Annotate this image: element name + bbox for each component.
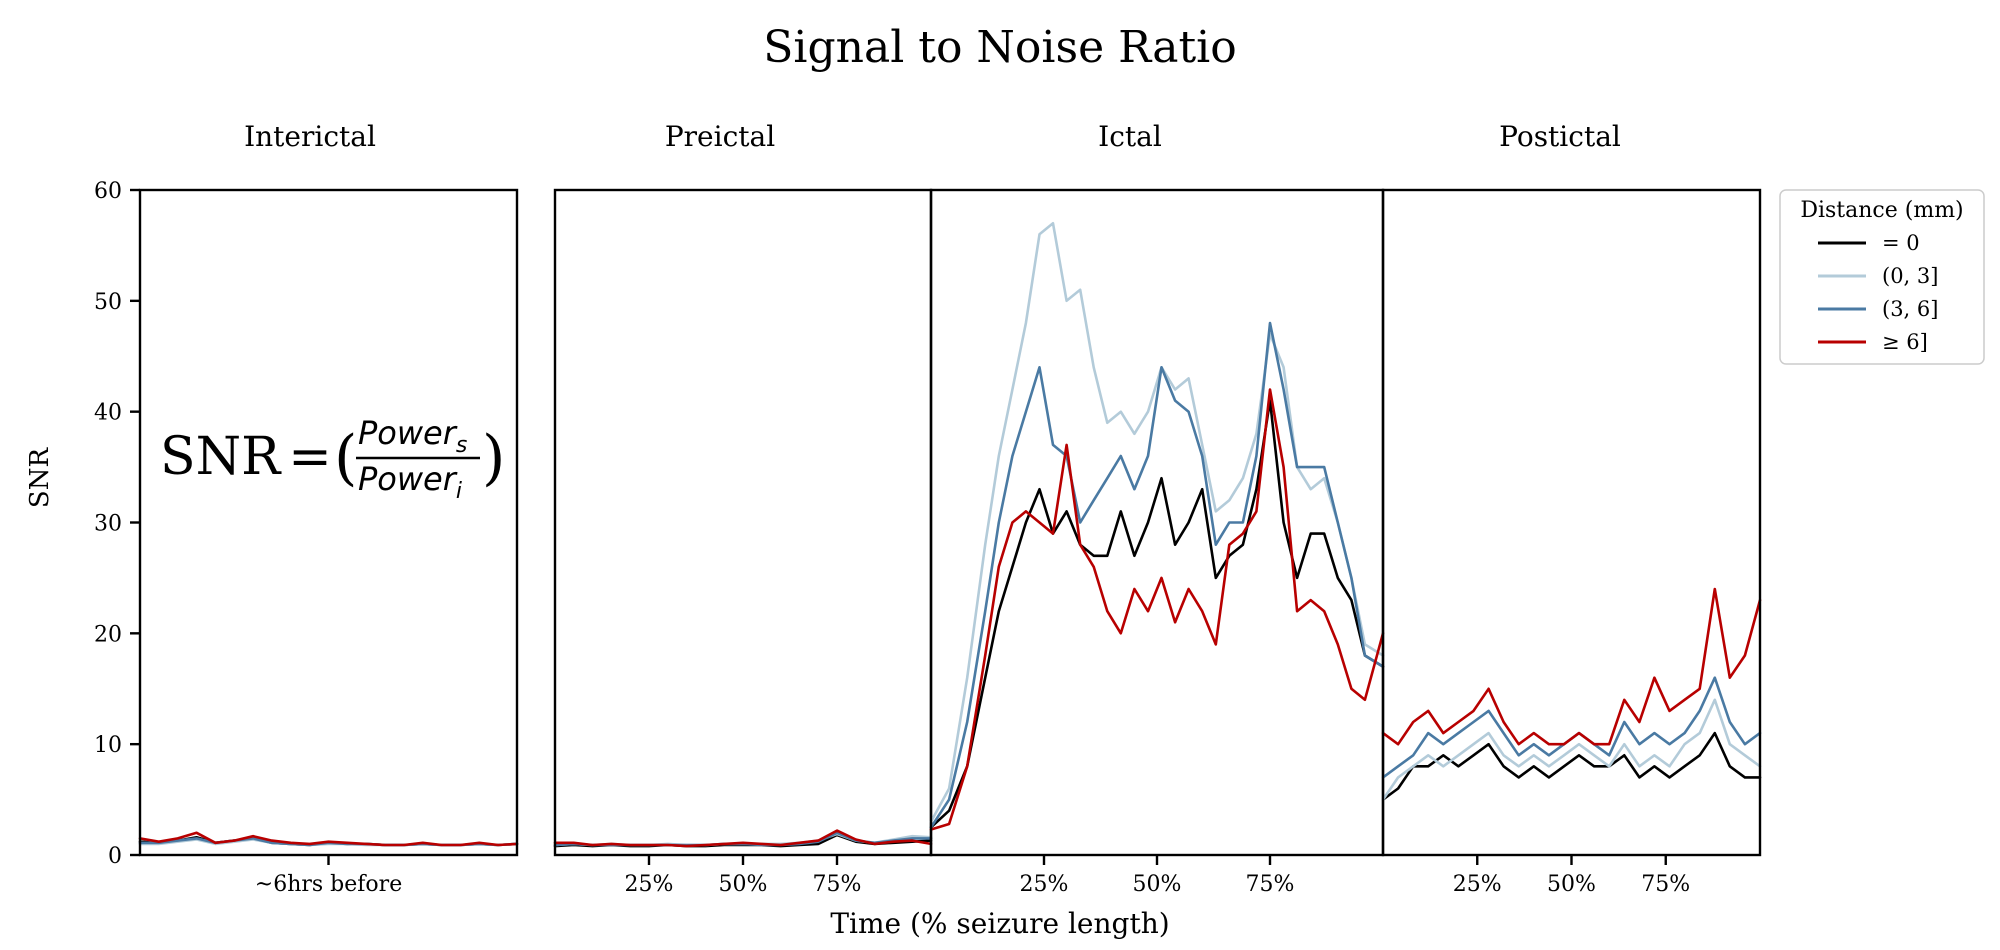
formula-denominator: Poweri <box>358 460 462 504</box>
figure-title: Signal to Noise Ratio <box>763 22 1236 73</box>
panel-title-preictal: Preictal <box>665 120 775 153</box>
y-tick-label-40: 40 <box>94 401 122 426</box>
panel-interictal: Interictal ~6hrs before <box>138 120 519 897</box>
y-tick-label-30: 30 <box>94 512 122 537</box>
legend-label-1: (0, 3] <box>1882 264 1938 288</box>
y-tick-label-60: 60 <box>94 179 122 204</box>
y-tick-label-10: 10 <box>94 733 122 758</box>
x-tick-label-ictal-1: 50% <box>1133 872 1182 897</box>
y-tick-label-20: 20 <box>94 622 122 647</box>
formula-open-paren: ( <box>334 423 357 493</box>
panel-ictal: Ictal 25% 50% 75% <box>929 120 1385 897</box>
formula-numerator: Powers <box>358 414 467 458</box>
series-line-ictal-2 <box>929 321 1385 829</box>
snr-formula: SNR = ( Powers Poweri ) <box>160 414 505 504</box>
y-tick-label-0: 0 <box>108 844 122 869</box>
panel-frame-preictal <box>553 188 933 857</box>
series-line-ictal-0 <box>929 399 1385 829</box>
x-tick-label-preictal-0: 25% <box>625 872 674 897</box>
panel-frame-interictal <box>138 188 519 857</box>
y-tick-label-50: 50 <box>94 290 122 315</box>
legend-label-2: (3, 6] <box>1882 297 1938 321</box>
x-tick-label-interictal-0: ~6hrs before <box>255 872 402 897</box>
x-tick-label-postictal-0: 25% <box>1453 872 1502 897</box>
series-line-postictal-1 <box>1381 698 1762 801</box>
x-tick-label-preictal-1: 50% <box>719 872 768 897</box>
series-line-preictal-3 <box>553 829 933 848</box>
x-tick-label-ictal-0: 25% <box>1020 872 1069 897</box>
panel-title-postictal: Postictal <box>1499 120 1621 153</box>
series-line-postictal-0 <box>1381 731 1762 801</box>
x-tick-label-postictal-1: 50% <box>1547 872 1596 897</box>
panel-title-ictal: Ictal <box>1098 120 1162 153</box>
y-axis: 0 10 20 30 40 50 60 <box>94 179 140 869</box>
legend-box <box>1779 189 1985 365</box>
legend: Distance (mm) = 0 (0, 3] (3, 6] ≥ 6] <box>1779 189 1985 365</box>
formula-lhs: SNR = <box>160 427 332 487</box>
panel-postictal: Postictal 25% 50% 75% <box>1381 120 1762 897</box>
x-axis-label: Time (% seizure length) <box>830 907 1169 940</box>
series-line-postictal-3 <box>1381 587 1762 746</box>
legend-label-3: ≥ 6] <box>1882 330 1928 354</box>
panel-frame-postictal <box>1381 188 1762 857</box>
legend-title: Distance (mm) <box>1800 198 1963 223</box>
series-line-ictal-3 <box>929 388 1385 831</box>
x-tick-label-ictal-2: 75% <box>1246 872 1295 897</box>
series-line-interictal-3 <box>138 831 519 847</box>
legend-label-0: = 0 <box>1882 231 1920 255</box>
panel-preictal: Preictal 25% 50% 75% <box>553 120 933 897</box>
x-tick-label-postictal-2: 75% <box>1641 872 1690 897</box>
panel-title-interictal: Interictal <box>244 120 376 153</box>
y-axis-label: SNR <box>25 447 55 509</box>
x-tick-label-preictal-2: 75% <box>813 872 862 897</box>
formula-close-paren: ) <box>482 423 505 493</box>
